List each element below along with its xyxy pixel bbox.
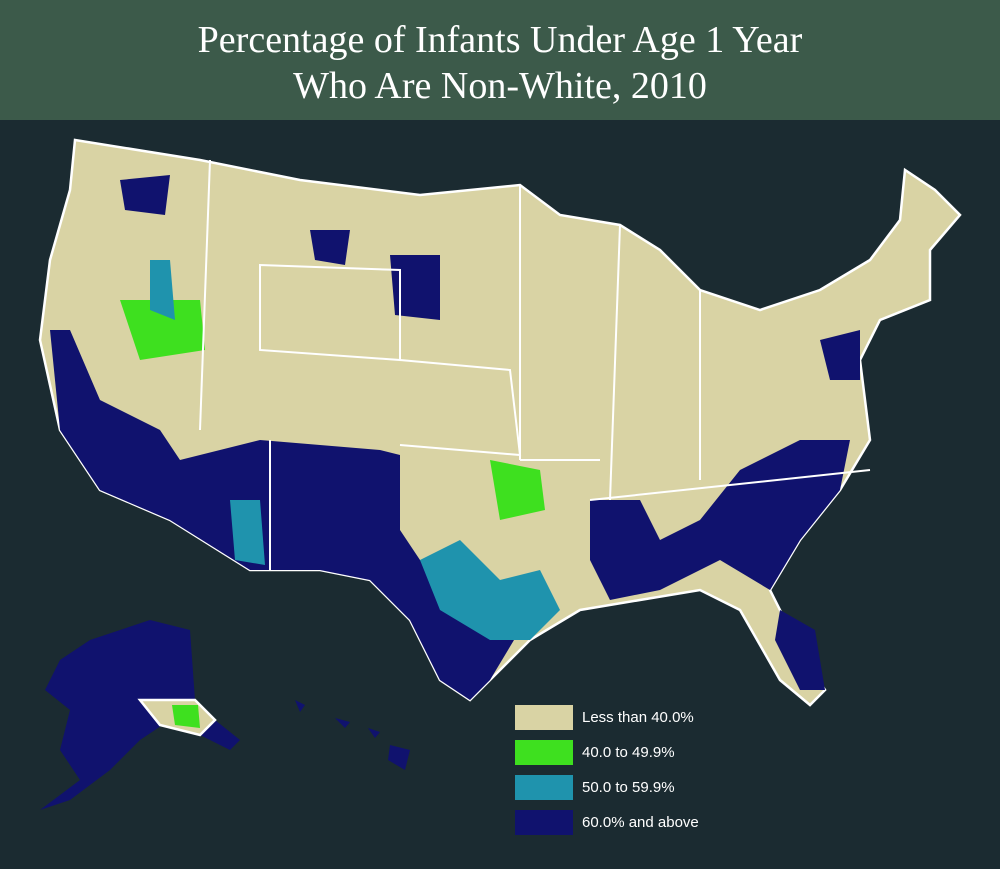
region: [420, 540, 560, 640]
legend-label: Less than 40.0%: [582, 709, 694, 726]
region: [50, 330, 520, 700]
region: [775, 610, 825, 690]
state-lines: [199, 159, 871, 570]
region: [390, 255, 440, 320]
legend-swatch: [515, 705, 573, 730]
legend-swatch: [515, 740, 573, 765]
header-band: [0, 0, 1000, 120]
legend-swatch: [515, 775, 573, 800]
legend-label: 60.0% and above: [582, 814, 699, 831]
region: [820, 330, 860, 380]
legend-label: 40.0 to 49.9%: [582, 744, 675, 761]
title-line: Percentage of Infants Under Age 1 Year: [198, 19, 803, 61]
legend-label: 50.0 to 59.9%: [582, 779, 675, 796]
alaska: [40, 620, 240, 810]
region: [150, 260, 175, 320]
alaska-hawaii: [40, 620, 410, 810]
region: [120, 175, 170, 215]
region: [310, 230, 350, 265]
legend-swatch: [515, 810, 573, 835]
legend: Less than 40.0% 40.0 to 49.9% 50.0 to 59.9…: [515, 705, 699, 835]
hawaii: [295, 700, 410, 770]
region: [230, 500, 265, 565]
region: [490, 460, 545, 520]
us-map: [38, 138, 962, 707]
title-line: Who Are Non-White, 2010: [293, 65, 707, 107]
region: [120, 300, 205, 360]
alaska-part: [172, 705, 200, 728]
